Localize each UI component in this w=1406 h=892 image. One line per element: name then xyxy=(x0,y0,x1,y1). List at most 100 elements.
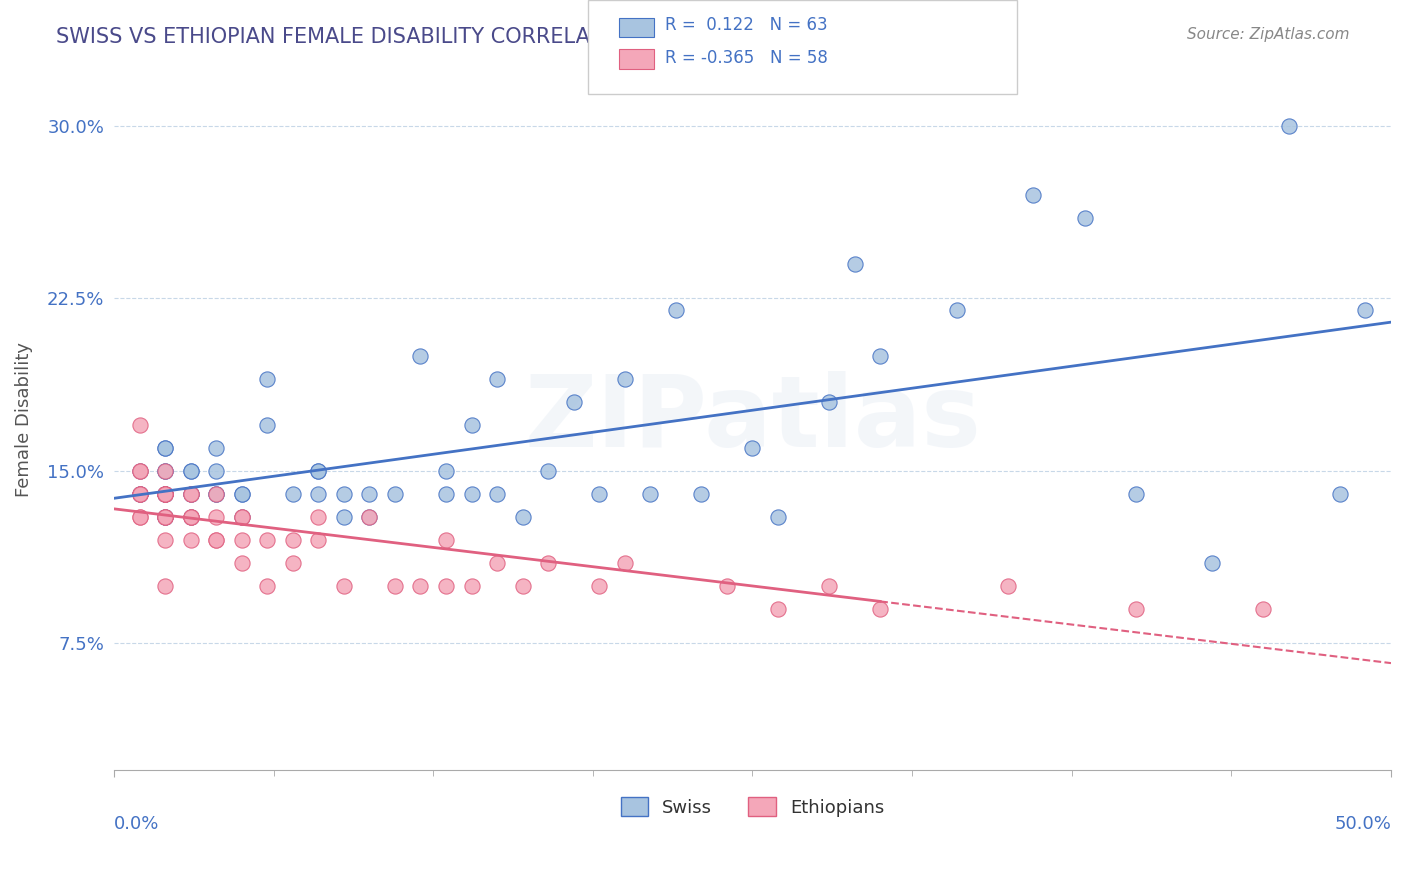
Point xyxy=(1201,556,1223,570)
Point xyxy=(588,487,610,501)
Point xyxy=(205,533,228,547)
Point xyxy=(281,556,304,570)
Point xyxy=(153,509,176,524)
Text: 50.0%: 50.0% xyxy=(1334,815,1391,833)
Point xyxy=(153,533,176,547)
Point xyxy=(766,509,789,524)
Point xyxy=(359,509,381,524)
Point xyxy=(333,487,356,501)
Point xyxy=(153,509,176,524)
Point xyxy=(307,464,329,478)
Point xyxy=(180,464,202,478)
Point xyxy=(434,487,457,501)
Point xyxy=(205,487,228,501)
Point xyxy=(409,579,432,593)
Point xyxy=(997,579,1019,593)
Point xyxy=(333,509,356,524)
Point xyxy=(153,487,176,501)
Point xyxy=(588,579,610,593)
Point xyxy=(512,579,534,593)
Point xyxy=(1354,302,1376,317)
Point xyxy=(180,487,202,501)
Point xyxy=(153,509,176,524)
Point xyxy=(128,487,150,501)
Text: R =  0.122   N = 63: R = 0.122 N = 63 xyxy=(665,16,828,34)
Point xyxy=(180,509,202,524)
Point xyxy=(153,441,176,455)
Point xyxy=(1125,487,1147,501)
Point xyxy=(153,579,176,593)
Point xyxy=(613,556,636,570)
Point xyxy=(460,487,482,501)
Point xyxy=(256,417,278,432)
Point xyxy=(180,487,202,501)
Point xyxy=(128,509,150,524)
Point xyxy=(180,509,202,524)
Point xyxy=(869,602,891,616)
Point xyxy=(409,349,432,363)
Point xyxy=(180,487,202,501)
Point xyxy=(1278,119,1301,133)
Point xyxy=(205,533,228,547)
Point xyxy=(153,509,176,524)
Point xyxy=(690,487,713,501)
Point xyxy=(512,509,534,524)
Point xyxy=(256,533,278,547)
Point xyxy=(180,509,202,524)
Point xyxy=(205,509,228,524)
Point xyxy=(460,579,482,593)
Point xyxy=(128,487,150,501)
Point xyxy=(180,487,202,501)
Point xyxy=(231,487,253,501)
Point xyxy=(434,579,457,593)
Point xyxy=(562,395,585,409)
Point xyxy=(231,509,253,524)
Point xyxy=(818,395,841,409)
Point xyxy=(741,441,763,455)
Legend: Swiss, Ethiopians: Swiss, Ethiopians xyxy=(613,790,891,824)
Point xyxy=(486,556,509,570)
Point xyxy=(434,464,457,478)
Point xyxy=(153,487,176,501)
Point xyxy=(128,487,150,501)
Point xyxy=(128,509,150,524)
Point xyxy=(946,302,969,317)
Point xyxy=(818,579,841,593)
Y-axis label: Female Disability: Female Disability xyxy=(15,342,32,497)
Text: SWISS VS ETHIOPIAN FEMALE DISABILITY CORRELATION CHART: SWISS VS ETHIOPIAN FEMALE DISABILITY COR… xyxy=(56,27,716,46)
Point xyxy=(307,533,329,547)
Point xyxy=(231,509,253,524)
Point xyxy=(205,487,228,501)
Point xyxy=(153,509,176,524)
Point xyxy=(153,487,176,501)
Point xyxy=(231,533,253,547)
Point xyxy=(1329,487,1351,501)
Point xyxy=(180,533,202,547)
Point xyxy=(716,579,738,593)
Text: Source: ZipAtlas.com: Source: ZipAtlas.com xyxy=(1187,27,1350,42)
Point xyxy=(153,464,176,478)
Point xyxy=(537,556,560,570)
Point xyxy=(665,302,688,317)
Point xyxy=(844,257,866,271)
Point xyxy=(640,487,662,501)
Point xyxy=(359,487,381,501)
Point xyxy=(486,372,509,386)
Point xyxy=(231,487,253,501)
Point xyxy=(180,509,202,524)
Point xyxy=(153,464,176,478)
Point xyxy=(281,533,304,547)
Point xyxy=(153,441,176,455)
Point xyxy=(128,464,150,478)
Point xyxy=(1022,188,1045,202)
Point xyxy=(307,487,329,501)
Point xyxy=(205,487,228,501)
Point xyxy=(1253,602,1275,616)
Point xyxy=(613,372,636,386)
Point xyxy=(486,487,509,501)
Point xyxy=(153,487,176,501)
Point xyxy=(307,509,329,524)
Text: ZIPatlas: ZIPatlas xyxy=(524,371,981,467)
Text: R = -0.365   N = 58: R = -0.365 N = 58 xyxy=(665,49,828,67)
Point xyxy=(153,487,176,501)
